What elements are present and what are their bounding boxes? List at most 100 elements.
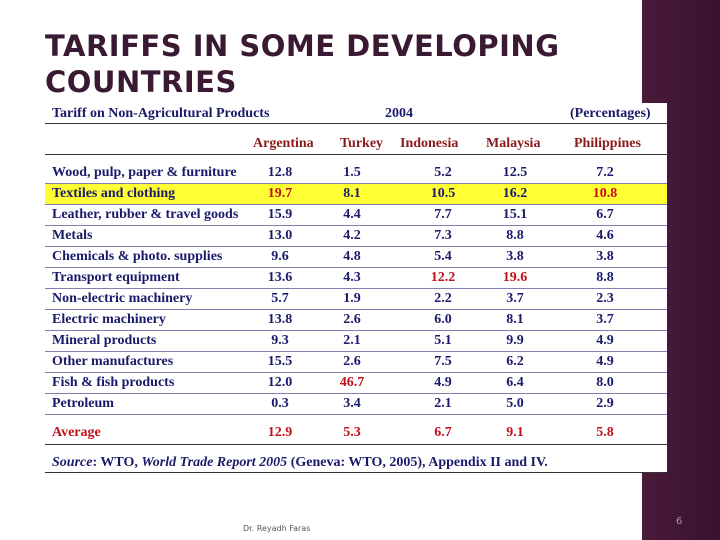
cell-indonesia: 10.5 bbox=[430, 186, 456, 201]
cell-philippines: 3.7 bbox=[596, 312, 614, 327]
source-title: World Trade Report 2005 bbox=[141, 455, 288, 470]
header-divider bbox=[45, 123, 667, 124]
row-divider bbox=[45, 351, 667, 352]
column-header-philippines: Philippines bbox=[574, 136, 641, 151]
cell-philippines: 8.8 bbox=[596, 270, 614, 285]
cell-malaysia: 3.7 bbox=[506, 291, 524, 306]
row-divider bbox=[45, 288, 667, 289]
cell-turkey: 2.6 bbox=[343, 354, 361, 369]
table-unit: (Percentages) bbox=[570, 106, 651, 121]
table-row: Leather, rubber & travel goods 15.9 4.4 7.7… bbox=[45, 205, 667, 226]
row-label: Electric machinery bbox=[52, 312, 166, 327]
cell-argentina: 13.6 bbox=[267, 270, 293, 285]
row-divider bbox=[45, 183, 667, 184]
cell-turkey: 4.2 bbox=[343, 228, 361, 243]
cell-turkey: 46.7 bbox=[339, 375, 365, 390]
row-divider bbox=[45, 246, 667, 247]
row-divider bbox=[45, 372, 667, 373]
table-caption: Tariff on Non-Agricultural Products bbox=[52, 106, 270, 121]
column-header-divider bbox=[45, 154, 667, 155]
row-divider bbox=[45, 267, 667, 268]
average-philippines: 5.8 bbox=[596, 425, 614, 440]
cell-philippines: 4.9 bbox=[596, 354, 614, 369]
cell-malaysia: 8.1 bbox=[506, 312, 524, 327]
cell-indonesia: 7.7 bbox=[434, 207, 452, 222]
row-divider bbox=[45, 330, 667, 331]
cell-philippines: 3.8 bbox=[596, 249, 614, 264]
page-number: 6 bbox=[676, 516, 683, 527]
cell-philippines: 7.2 bbox=[596, 165, 614, 180]
cell-argentina: 9.3 bbox=[271, 333, 289, 348]
average-indonesia: 6.7 bbox=[434, 425, 452, 440]
cell-indonesia: 5.1 bbox=[434, 333, 452, 348]
table-row: Non-electric machinery 5.7 1.9 2.2 3.7 2.3 bbox=[45, 289, 667, 310]
source-note: Source: WTO, World Trade Report 2005 (Ge… bbox=[52, 455, 548, 471]
row-label: Other manufactures bbox=[52, 354, 174, 369]
row-label: Non-electric machinery bbox=[52, 291, 193, 306]
cell-malaysia: 6.4 bbox=[506, 375, 524, 390]
row-label: Mineral products bbox=[52, 333, 157, 348]
cell-argentina: 15.5 bbox=[267, 354, 293, 369]
row-divider bbox=[45, 414, 667, 415]
cell-malaysia: 6.2 bbox=[506, 354, 524, 369]
cell-indonesia: 5.2 bbox=[434, 165, 452, 180]
row-label: Leather, rubber & travel goods bbox=[52, 207, 239, 222]
cell-turkey: 4.3 bbox=[343, 270, 361, 285]
row-label: Metals bbox=[52, 228, 93, 243]
cell-turkey: 4.4 bbox=[343, 207, 361, 222]
column-header-malaysia: Malaysia bbox=[486, 136, 541, 151]
table-row: Petroleum 0.3 3.4 2.1 5.0 2.9 bbox=[45, 394, 667, 415]
cell-turkey: 1.5 bbox=[343, 165, 361, 180]
cell-turkey: 4.8 bbox=[343, 249, 361, 264]
cell-turkey: 3.4 bbox=[343, 396, 361, 411]
cell-argentina: 5.7 bbox=[271, 291, 289, 306]
source-text: : WTO, bbox=[92, 455, 142, 470]
cell-indonesia: 6.0 bbox=[434, 312, 452, 327]
row-label: Chemicals & photo. supplies bbox=[52, 249, 223, 264]
row-label: Textiles and clothing bbox=[52, 186, 176, 201]
cell-indonesia: 2.1 bbox=[434, 396, 452, 411]
source-tail: (Geneva: WTO, 2005), Appendix II and IV. bbox=[287, 455, 548, 470]
cell-argentina: 13.0 bbox=[267, 228, 293, 243]
cell-philippines: 4.9 bbox=[596, 333, 614, 348]
cell-argentina: 13.8 bbox=[267, 312, 293, 327]
cell-argentina: 15.9 bbox=[267, 207, 293, 222]
footer-author: Dr. Reyadh Faras bbox=[243, 524, 311, 533]
average-divider bbox=[45, 444, 667, 445]
cell-indonesia: 2.2 bbox=[434, 291, 452, 306]
average-turkey: 5.3 bbox=[343, 425, 361, 440]
cell-malaysia: 5.0 bbox=[506, 396, 524, 411]
average-row: Average 12.9 5.3 6.7 9.1 5.8 bbox=[45, 423, 667, 444]
cell-turkey: 8.1 bbox=[343, 186, 361, 201]
row-divider bbox=[45, 204, 667, 205]
cell-indonesia: 5.4 bbox=[434, 249, 452, 264]
cell-malaysia: 3.8 bbox=[506, 249, 524, 264]
cell-philippines: 2.3 bbox=[596, 291, 614, 306]
tariff-table: Tariff on Non-Agricultural Products 2004… bbox=[45, 103, 667, 473]
cell-indonesia: 12.2 bbox=[430, 270, 456, 285]
cell-argentina: 12.8 bbox=[267, 165, 293, 180]
column-header-indonesia: Indonesia bbox=[400, 136, 459, 151]
table-row: Other manufactures 15.5 2.6 7.5 6.2 4.9 bbox=[45, 352, 667, 373]
table-row: Transport equipment 13.6 4.3 12.2 19.6 8.8 bbox=[45, 268, 667, 289]
cell-malaysia: 19.6 bbox=[502, 270, 528, 285]
cell-argentina: 9.6 bbox=[271, 249, 289, 264]
cell-philippines: 6.7 bbox=[596, 207, 614, 222]
source-lead: Source bbox=[52, 455, 93, 470]
cell-indonesia: 7.3 bbox=[434, 228, 452, 243]
cell-argentina: 0.3 bbox=[271, 396, 289, 411]
cell-philippines: 10.8 bbox=[592, 186, 618, 201]
row-divider bbox=[45, 393, 667, 394]
average-label: Average bbox=[52, 425, 101, 440]
table-header: Tariff on Non-Agricultural Products 2004… bbox=[45, 103, 667, 125]
cell-philippines: 8.0 bbox=[596, 375, 614, 390]
cell-indonesia: 4.9 bbox=[434, 375, 452, 390]
table-row: Wood, pulp, paper & furniture 12.8 1.5 5.2 1… bbox=[45, 163, 667, 184]
cell-argentina: 12.0 bbox=[267, 375, 293, 390]
column-header-argentina: Argentina bbox=[253, 136, 314, 151]
cell-turkey: 1.9 bbox=[343, 291, 361, 306]
cell-turkey: 2.6 bbox=[343, 312, 361, 327]
cell-philippines: 4.6 bbox=[596, 228, 614, 243]
cell-malaysia: 16.2 bbox=[502, 186, 528, 201]
cell-argentina: 19.7 bbox=[267, 186, 293, 201]
